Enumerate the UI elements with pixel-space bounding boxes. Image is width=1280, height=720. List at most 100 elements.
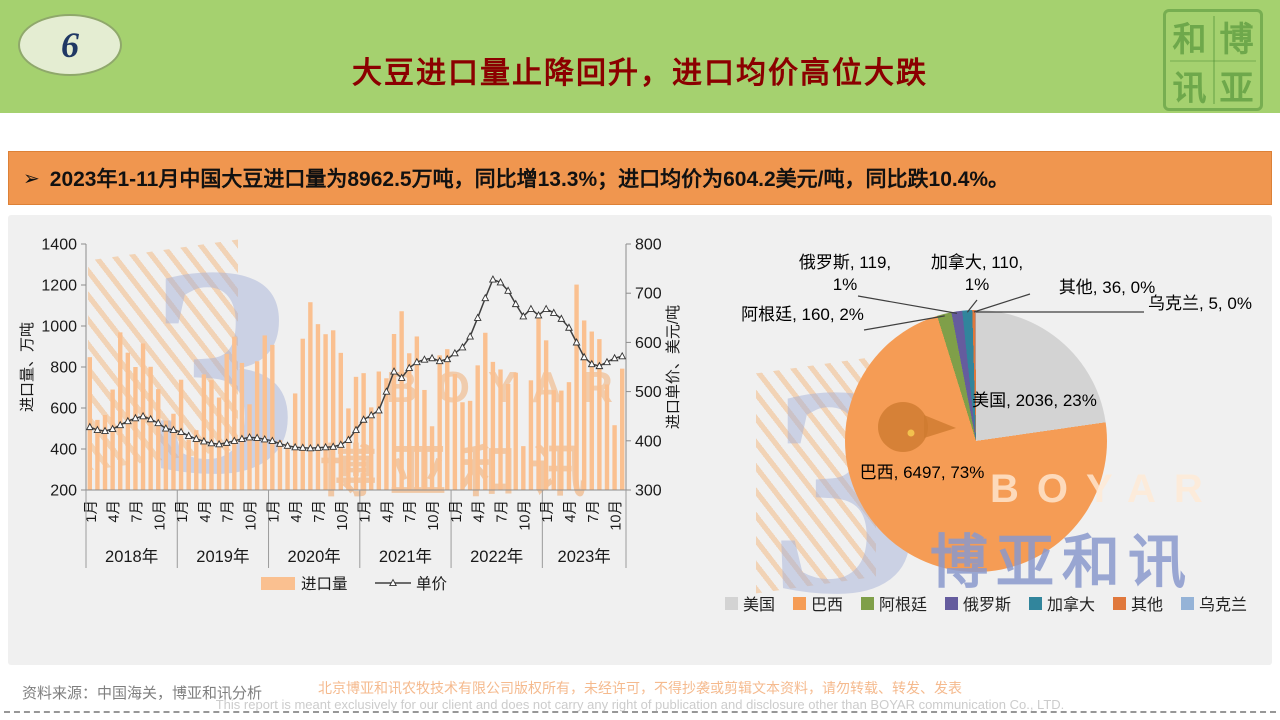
- legend-swatch-icon: [1113, 596, 1127, 610]
- volume-bar: [110, 389, 115, 490]
- month-tick: 1月: [266, 500, 282, 523]
- volume-bar: [95, 419, 100, 490]
- seal-char: 和: [1172, 21, 1207, 59]
- pie-legend-item: 乌克兰: [1181, 591, 1247, 615]
- volume-bar: [194, 430, 199, 490]
- price-marker: [572, 338, 581, 346]
- volume-bar: [361, 373, 366, 490]
- price-marker: [610, 353, 619, 362]
- legend-swatch-icon: [860, 596, 874, 610]
- volume-bar: [102, 414, 108, 490]
- legend-swatch-icon: [792, 596, 806, 610]
- price-marker: [329, 442, 338, 450]
- key-point-text: 2023年1-11月中国大豆进口量为8962.5万吨，同比增13.3%；进口均价…: [49, 168, 1010, 191]
- month-tick: 7月: [495, 500, 511, 523]
- volume-bar: [277, 440, 283, 490]
- volume-bar: [543, 340, 549, 490]
- legend-label: 巴西: [810, 597, 843, 614]
- page-number-badge: 6: [18, 14, 122, 76]
- legend-label: 加拿大: [1047, 597, 1096, 614]
- month-tick: 7月: [312, 500, 328, 523]
- seal-divider: [1213, 16, 1215, 104]
- volume-bar: [148, 366, 153, 490]
- price-marker: [253, 433, 262, 441]
- price-marker: [336, 440, 345, 448]
- pie-legend-item: 加拿大: [1029, 591, 1095, 615]
- month-tick: 10月: [609, 500, 625, 531]
- seal-char: 博: [1219, 21, 1254, 59]
- price-marker: [595, 361, 604, 370]
- volume-bar: [399, 311, 404, 490]
- price-marker: [291, 442, 300, 451]
- right-axis-title: 进口单价、美元/吨: [665, 305, 682, 429]
- left-axis-tick: 800: [50, 360, 77, 377]
- legend-label-volume: 进口量: [301, 575, 348, 593]
- month-tick: 4月: [563, 500, 579, 523]
- price-marker: [199, 436, 208, 445]
- price-marker: [481, 293, 490, 302]
- volume-bar: [118, 332, 123, 490]
- price-marker: [245, 432, 254, 441]
- price-marker: [565, 323, 573, 331]
- price-marker: [298, 443, 307, 451]
- price-marker: [230, 436, 239, 444]
- data-source-note: 资料来源：中国海关，博亚和讯分析: [22, 685, 263, 702]
- legend-label: 美国: [742, 597, 775, 614]
- year-label: 2023年: [558, 547, 611, 566]
- pie-label-1: 巴西, 6497, 73%: [859, 463, 985, 482]
- price-marker: [603, 357, 611, 366]
- month-tick: 1月: [84, 500, 100, 523]
- price-marker: [542, 304, 551, 312]
- price-marker: [382, 387, 391, 395]
- price-marker: [275, 439, 284, 447]
- left-axis-tick: 1400: [41, 237, 77, 254]
- right-axis-tick: 600: [635, 335, 662, 352]
- volume-bar: [429, 426, 435, 490]
- left-axis-title: 进口量、万吨: [19, 322, 36, 412]
- volume-bar: [437, 355, 442, 490]
- legend-label-price: 单价: [416, 575, 448, 593]
- month-tick: 4月: [107, 500, 123, 523]
- arrow-bullet-icon: ➢: [23, 167, 40, 190]
- price-marker: [390, 367, 398, 375]
- boyar-seal-logo-icon: 和 博 讯 亚: [1163, 9, 1263, 111]
- price-marker: [488, 275, 497, 283]
- volume-bar: [376, 371, 382, 490]
- volume-bar: [604, 384, 610, 490]
- volume-bar: [292, 393, 298, 490]
- price-marker: [169, 425, 178, 434]
- volume-bar: [346, 408, 351, 490]
- year-label: 2019年: [196, 547, 249, 566]
- volume-bar: [133, 367, 138, 490]
- legend-label: 乌克兰: [1199, 597, 1248, 614]
- volume-bar: [262, 335, 267, 490]
- price-marker: [580, 352, 589, 361]
- price-marker: [108, 424, 117, 433]
- volume-bar: [171, 413, 176, 490]
- price-marker: [207, 438, 216, 447]
- volume-bar: [270, 344, 275, 490]
- price-marker: [93, 425, 102, 434]
- month-tick: 10月: [244, 500, 260, 531]
- volume-bar: [619, 368, 625, 490]
- volume-bar: [559, 390, 564, 490]
- legend-label: 阿根廷: [878, 597, 927, 614]
- right-axis-tick: 400: [635, 433, 662, 450]
- slide-header: 6 大豆进口量止降回升，进口均价高位大跌 和 博 讯 亚: [0, 0, 1280, 113]
- price-marker: [116, 420, 125, 429]
- volume-bar: [460, 402, 465, 490]
- pie-label-3: 俄罗斯, 119, 1%: [798, 253, 892, 295]
- month-tick: 10月: [335, 500, 351, 531]
- month-tick: 4月: [472, 500, 488, 523]
- import-origin-pie-chart: [845, 310, 1107, 572]
- volume-bar: [247, 404, 252, 490]
- left-axis-tick: 600: [50, 401, 77, 418]
- seal-divider: [1170, 60, 1256, 62]
- price-marker: [154, 418, 163, 427]
- year-label: 2022年: [470, 547, 523, 566]
- volume-bar: [581, 320, 587, 490]
- footer-watermark-en: This report is meant exclusively for our…: [215, 697, 1065, 712]
- month-tick: 7月: [586, 500, 602, 523]
- volume-bar: [467, 400, 473, 490]
- month-tick: 7月: [129, 500, 145, 523]
